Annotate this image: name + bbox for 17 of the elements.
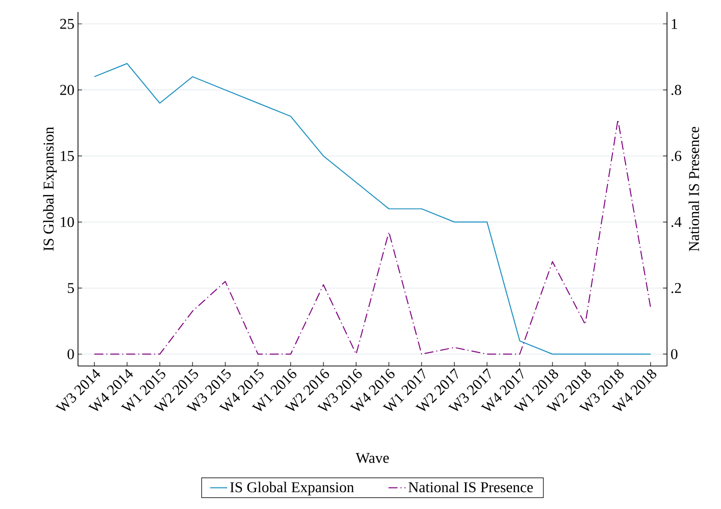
y-tick-label: 10 — [60, 216, 74, 228]
x-axis-title: Wave — [356, 453, 389, 464]
y2-tick-label: .4 — [672, 217, 682, 228]
y-tick-label: 20 — [60, 84, 74, 95]
y-tick-label: 0 — [68, 349, 74, 360]
y2-tick-label: 0 — [671, 349, 678, 360]
y2-tick-label: .6 — [672, 150, 682, 162]
y2-tick-label: .8 — [672, 84, 682, 96]
y-tick-label: 25 — [60, 18, 74, 29]
y2-tick-label: .2 — [672, 283, 681, 294]
y-tick-label: 5 — [68, 283, 74, 294]
y-axis-title: IS Global Expansion — [43, 126, 57, 251]
y2-tick-label: 1 — [672, 18, 678, 29]
y2-axis-title: National IS Presence — [688, 126, 700, 252]
legend-label: IS Global Expansion — [230, 482, 354, 496]
legend-label: National IS Presence — [408, 482, 533, 492]
y-tick-label: 15 — [60, 150, 74, 161]
